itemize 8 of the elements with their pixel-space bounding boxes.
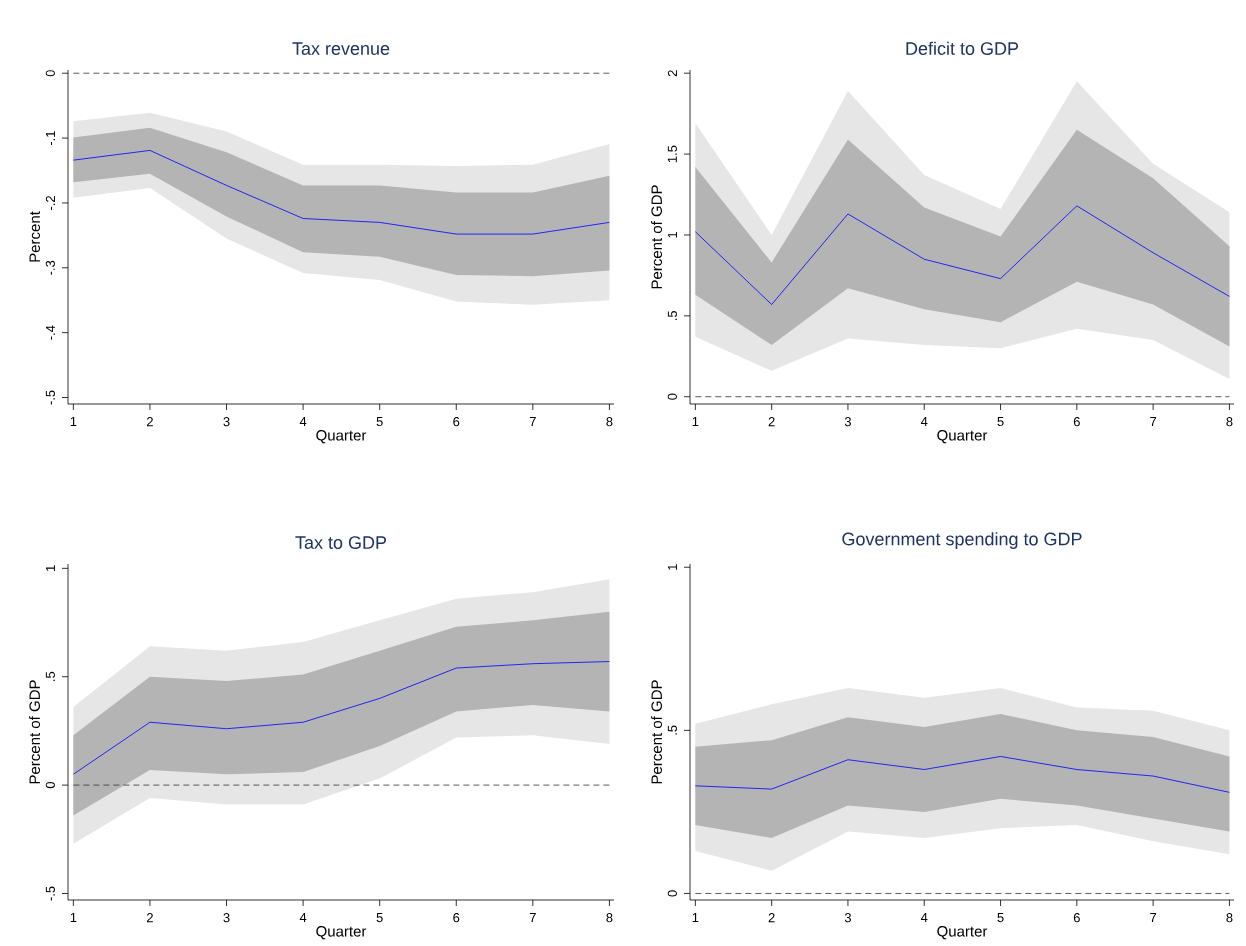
line-series [694, 756, 1230, 793]
line-series [694, 205, 1230, 305]
chart-title: Government spending to GDP [842, 532, 1082, 549]
line-series [72, 661, 610, 775]
line-series [72, 150, 610, 235]
chart-title: Tax revenue [292, 42, 390, 55]
chart-title: Deficit to GDP [906, 41, 1019, 55]
chart-title: Tax to GDP [295, 536, 387, 549]
